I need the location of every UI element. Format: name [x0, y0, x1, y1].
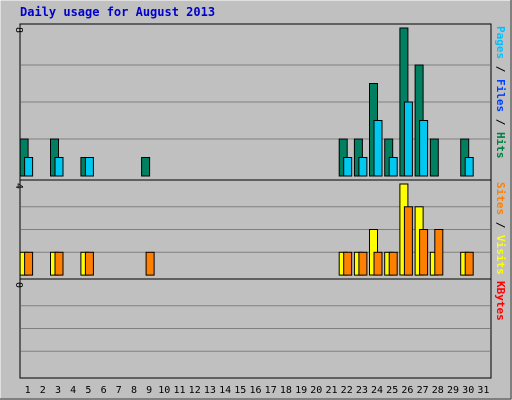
- panel-hits-files-pages: 8 Pages / Files / Hits: [13, 23, 507, 181]
- bar-sites-day-1: [24, 251, 34, 276]
- panel-visits-sites: 4 Sites / Visits: [13, 179, 507, 280]
- x-tick-label-15: 15: [234, 385, 246, 396]
- x-tick-label-16: 16: [249, 385, 261, 396]
- x-tick-label-10: 10: [158, 385, 170, 396]
- bar-files-day-22: [343, 157, 353, 177]
- bar-sites-day-24: [373, 251, 383, 276]
- x-tick-label-31: 31: [477, 385, 489, 396]
- x-tick-label-13: 13: [204, 385, 216, 396]
- x-tick-label-14: 14: [219, 385, 231, 396]
- bar-sites-day-9: [145, 251, 155, 276]
- legend-item: Sites: [494, 182, 507, 215]
- legend-item: Hits: [494, 132, 507, 159]
- x-tick-label-9: 9: [146, 385, 152, 396]
- x-tick-label-2: 2: [40, 385, 46, 396]
- x-axis-ticks: 1 2 3 4 5 6 7 8 9 10 11 12 13 14 15 16 17 18 19 20 21 22 23 24 2…: [25, 385, 490, 396]
- bar-hits-day-9: [141, 157, 151, 177]
- legend-item: Pages: [494, 26, 507, 59]
- bar-hits-day-28: [429, 138, 439, 177]
- x-tick-label-18: 18: [280, 385, 292, 396]
- legend-hits-files-pages: Pages / Files / Hits: [494, 26, 507, 159]
- x-tick-label-1: 1: [25, 385, 31, 396]
- bar-sites-day-3: [54, 251, 64, 276]
- legend-item: /: [494, 112, 507, 132]
- x-tick-label-12: 12: [189, 385, 201, 396]
- bar-files-day-26: [403, 101, 413, 177]
- bar-files-day-5: [84, 157, 94, 177]
- x-tick-label-23: 23: [356, 385, 368, 396]
- bar-sites-day-22: [343, 251, 353, 276]
- x-tick-label-28: 28: [432, 385, 444, 396]
- legend-item: Visits: [494, 235, 507, 275]
- x-tick-label-6: 6: [101, 385, 107, 396]
- bar-files-day-24: [373, 120, 383, 177]
- x-tick-label-27: 27: [417, 385, 429, 396]
- legend-visits-sites: Sites / Visits: [494, 182, 507, 275]
- x-tick-label-3: 3: [55, 385, 61, 396]
- bar-files-day-30: [464, 157, 474, 177]
- x-tick-label-26: 26: [401, 385, 413, 396]
- x-tick-label-29: 29: [447, 385, 459, 396]
- y-max-label: 0: [13, 282, 24, 288]
- x-tick-label-21: 21: [325, 385, 337, 396]
- x-tick-label-25: 25: [386, 385, 398, 396]
- chart-title: Daily usage for August 2013: [20, 5, 215, 19]
- x-tick-label-24: 24: [371, 385, 383, 396]
- x-tick-label-20: 20: [310, 385, 322, 396]
- y-max-label: 4: [13, 183, 24, 189]
- legend-item: /: [494, 59, 507, 79]
- bar-sites-day-23: [358, 251, 368, 276]
- x-tick-label-17: 17: [265, 385, 277, 396]
- bar-files-day-25: [388, 157, 398, 177]
- legend-kbytes: KBytes: [494, 281, 507, 321]
- bar-sites-day-5: [84, 251, 94, 276]
- x-tick-label-4: 4: [70, 385, 76, 396]
- bar-sites-day-25: [388, 251, 398, 276]
- x-tick-label-19: 19: [295, 385, 307, 396]
- bar-sites-day-27: [419, 229, 429, 276]
- x-tick-label-7: 7: [116, 385, 122, 396]
- panel-kbytes: 0 KBytes: [13, 278, 507, 379]
- chart-panels: 8 Pages / Files / Hits 4 Sites / Visits 0 KBy…: [13, 23, 507, 379]
- legend-item: Files: [494, 79, 507, 112]
- legend-item: KBytes: [494, 281, 507, 321]
- legend-item: /: [494, 215, 507, 235]
- x-tick-label-5: 5: [85, 385, 91, 396]
- y-max-label: 8: [13, 27, 24, 33]
- x-tick-label-11: 11: [173, 385, 185, 396]
- bar-files-day-3: [54, 157, 64, 177]
- x-tick-label-22: 22: [341, 385, 353, 396]
- x-tick-label-8: 8: [131, 385, 137, 396]
- bar-sites-day-28: [434, 229, 444, 276]
- bar-files-day-27: [419, 120, 429, 177]
- bar-files-day-23: [358, 157, 368, 177]
- bar-sites-day-30: [464, 251, 474, 276]
- bar-sites-day-26: [403, 206, 413, 276]
- bar-files-day-1: [24, 157, 34, 177]
- x-tick-label-30: 30: [462, 385, 474, 396]
